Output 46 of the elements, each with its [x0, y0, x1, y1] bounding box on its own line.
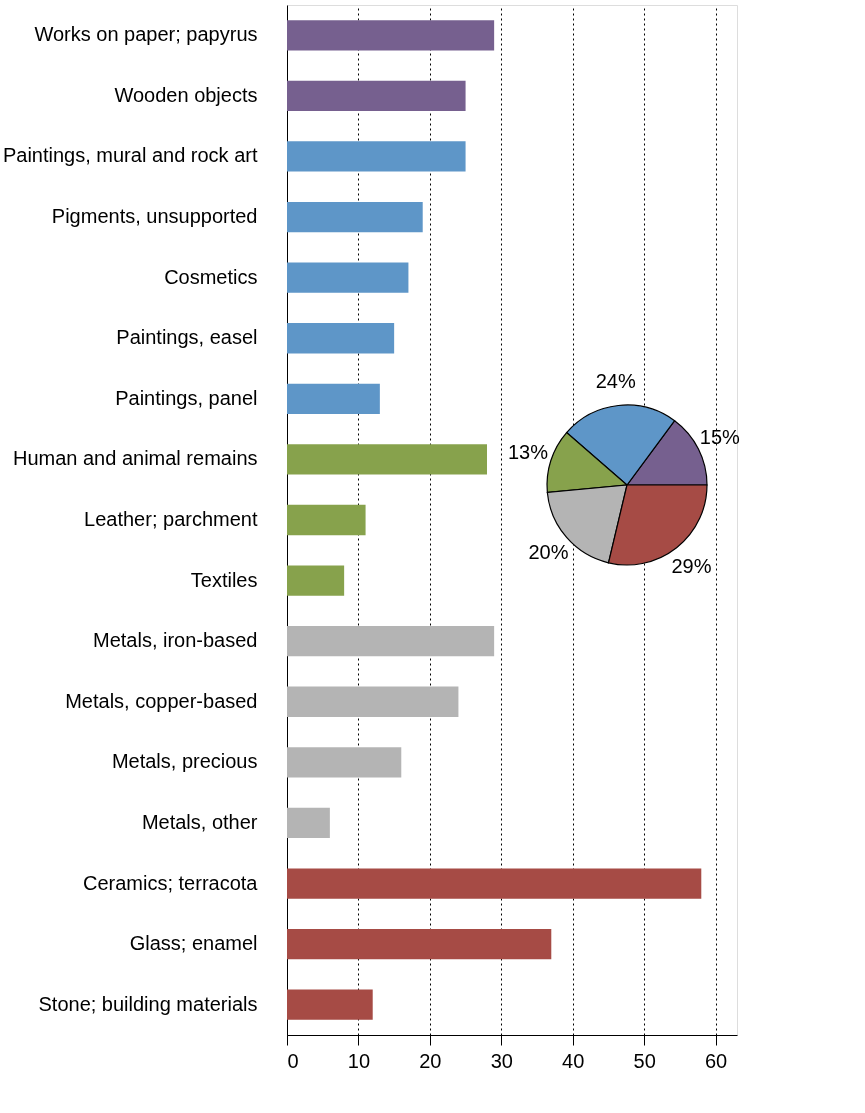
bar [287, 80, 466, 112]
bar [287, 383, 380, 414]
bar [287, 201, 423, 233]
bar [287, 323, 395, 354]
y-tick-label: Wooden objects [114, 83, 258, 106]
bar [287, 262, 409, 293]
data-label: 20% [528, 541, 569, 564]
y-tick-label: Textiles [190, 568, 258, 591]
y-tick-label: Paintings, easel [116, 326, 258, 349]
bar [287, 504, 366, 536]
y-tick-label: Ceramics; terracota [83, 871, 259, 894]
y-tick-label: Metals, iron-based [92, 629, 258, 652]
y-tick-label: Human and animal remains [12, 447, 258, 470]
y-tick-label: Paintings, mural and rock art [2, 144, 258, 167]
bar [287, 686, 459, 717]
y-tick-label: Paintings, panel [115, 386, 258, 409]
x-tick-label: 10 [347, 1049, 371, 1072]
bar [287, 747, 402, 778]
x-tick-label: 20 [419, 1049, 442, 1072]
bar [287, 565, 345, 596]
bar [287, 868, 702, 899]
x-tick-label: 50 [633, 1049, 656, 1072]
data-label: 29% [671, 554, 712, 577]
bar [287, 141, 466, 172]
y-tick-label: Metals, other [141, 810, 258, 833]
bar [287, 807, 330, 839]
y-tick-label: Pigments, unsupported [51, 205, 258, 228]
bar [287, 989, 373, 1020]
data-label: 13% [507, 441, 549, 464]
x-tick-label: 30 [490, 1049, 513, 1072]
bar [287, 444, 487, 475]
x-tick-label: 60 [704, 1049, 728, 1072]
bar [287, 626, 495, 657]
y-tick-label: Leather; parchment [84, 508, 258, 530]
x-tick-label: 0 [287, 1049, 299, 1072]
bar [287, 928, 552, 960]
bar [287, 20, 495, 51]
y-tick-label: Stone; building materials [38, 992, 258, 1015]
data-label: 24% [595, 369, 636, 392]
y-tick-label: Cosmetics [164, 265, 258, 288]
x-tick-label: 40 [562, 1049, 585, 1072]
data-label: 15% [699, 426, 741, 449]
y-tick-label: Metals, precious [111, 750, 258, 773]
y-tick-label: Works on paper; papyrus [34, 23, 258, 46]
y-tick-label: Metals, copper-based [65, 689, 258, 712]
y-tick-label: Glass; enamel [129, 932, 258, 955]
